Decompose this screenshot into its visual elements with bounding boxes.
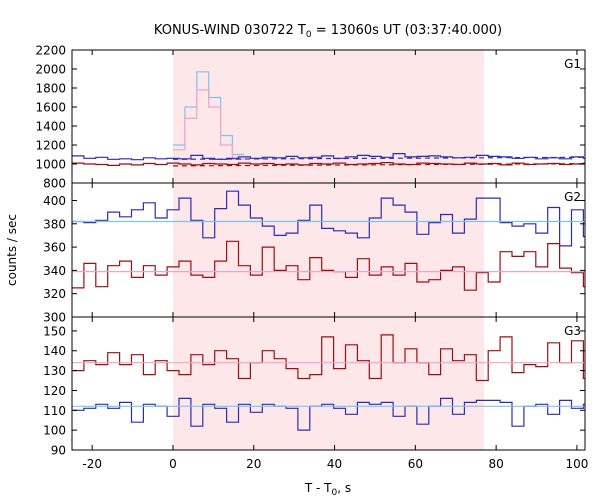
panel-g2-series-g2-red xyxy=(72,240,585,291)
chart-title-subscript: 0 xyxy=(306,30,312,40)
panel-g1-series-g1-light-blue xyxy=(173,71,245,156)
panel-g1-series-g1-blue-background xyxy=(172,156,585,160)
panel-g1-y-tick-label: 2200 xyxy=(35,44,66,58)
panel-g1-plot-area xyxy=(72,71,585,167)
chart-title-main: KONUS-WIND 030722 T xyxy=(154,23,306,38)
panel-g2: 300 320 340 360 380 400 G2 xyxy=(43,182,586,325)
panel-g3-y-tick-label: 150 xyxy=(43,324,66,338)
x-axis-label-subscript: 0 xyxy=(332,488,338,498)
panel-g1-y-tick-label: 800 xyxy=(43,177,66,191)
panel-g3-highlight-interval xyxy=(172,317,485,450)
panel-g1-highlight-interval xyxy=(172,50,485,183)
panel-g3-y-tick-label: 140 xyxy=(43,344,66,358)
panel-g2-y-tick-label: 360 xyxy=(43,241,66,255)
panel-g3-y-tick-label: 110 xyxy=(43,404,66,418)
panel-g1-series-g1-blue xyxy=(72,153,585,161)
y-axis-label: counts / sec xyxy=(5,214,19,286)
panel-g1-y-tick-label: 1000 xyxy=(35,158,66,172)
panel-g3: 90 100 110 120 130 140 150 G3 xyxy=(43,316,586,458)
x-axis-label-main: T - T xyxy=(304,481,332,495)
panel-g2-y-tick-label: 400 xyxy=(43,194,66,208)
x-axis-label-rest: , s xyxy=(337,481,351,495)
panel-g1-series-g1-pink xyxy=(173,89,245,160)
x-axis-ticks: -20 0 20 40 60 80 100 xyxy=(82,457,588,471)
x-tick-label: -20 xyxy=(82,457,102,471)
panel-g3-series-g3-red xyxy=(72,334,585,382)
panel-g3-series-g3-blue xyxy=(72,397,585,431)
x-tick-label: 0 xyxy=(169,457,177,471)
panel-g1-y-tick-label: 1400 xyxy=(35,120,66,134)
panel-g2-label: G2 xyxy=(564,190,581,204)
panel-g2-highlight-interval xyxy=(172,183,485,317)
panel-g2-series-g2-blue xyxy=(72,190,585,247)
panel-g3-label: G3 xyxy=(564,324,581,338)
panel-g2-y-tick-label: 300 xyxy=(43,311,66,325)
x-tick-label: 20 xyxy=(246,457,261,471)
panel-g3-y-tick-label: 100 xyxy=(43,424,66,438)
x-tick-label: 80 xyxy=(488,457,503,471)
x-axis-label: T - T0, s xyxy=(304,481,351,498)
panel-g3-y-tick-label: 120 xyxy=(43,384,66,398)
x-tick-label: 60 xyxy=(408,457,423,471)
panel-g1-y-tick-label: 1200 xyxy=(35,139,66,153)
panel-g2-y-tick-label: 340 xyxy=(43,264,66,278)
panel-g3-frame xyxy=(71,316,586,451)
panel-g1-y-tick-label: 1800 xyxy=(35,82,66,96)
chart-title-rest: = 13060s UT (03:37:40.000) xyxy=(312,23,502,38)
panel-g2-y-tick-label: 320 xyxy=(43,287,66,301)
panel-g1: 800 1000 1200 1400 1600 1800 2000 2200 G1 xyxy=(35,44,586,191)
x-tick-label: 40 xyxy=(327,457,342,471)
panel-g3-plot-area xyxy=(72,334,585,431)
panel-g3-y-tick-label: 130 xyxy=(43,364,66,378)
panel-g1-y-tick-label: 1600 xyxy=(35,101,66,115)
panel-g1-series-g1-red-background xyxy=(172,163,585,167)
x-tick-label: 100 xyxy=(565,457,588,471)
panel-g2-plot-area xyxy=(72,190,585,291)
panel-g2-y-tick-label: 380 xyxy=(43,217,66,231)
panel-g3-y-tick-label: 90 xyxy=(51,444,66,458)
chart-title: KONUS-WIND 030722 T0 = 13060s UT (03:37:… xyxy=(154,23,502,40)
panel-g1-series-g1-red xyxy=(72,162,585,166)
panels-group: 8001000120014001600180020002200G13003203… xyxy=(35,44,586,458)
panel-g1-label: G1 xyxy=(564,57,581,71)
panel-g1-y-tick-label: 2000 xyxy=(35,63,66,77)
